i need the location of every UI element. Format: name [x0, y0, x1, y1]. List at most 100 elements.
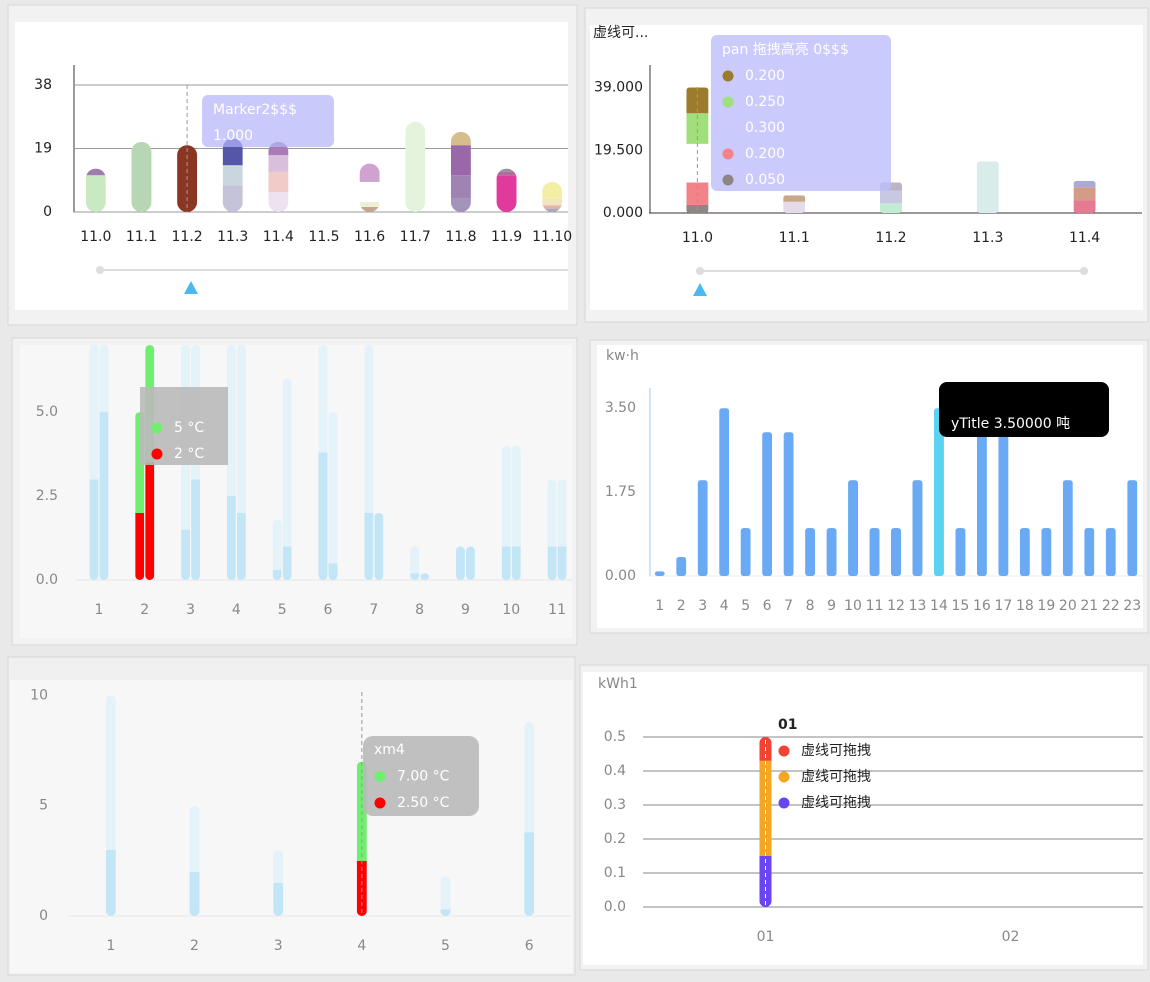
bar-stack	[405, 121, 426, 212]
bar-segment	[273, 849, 284, 883]
bar-segment	[272, 569, 282, 580]
tooltip	[939, 382, 1109, 437]
bar-segment	[547, 546, 557, 580]
x-tick-label: 10	[502, 602, 520, 618]
x-tick-label: 11.1	[126, 229, 157, 245]
bar-segment	[236, 512, 246, 580]
slider-handle[interactable]	[1080, 267, 1088, 275]
bar-segment	[826, 528, 837, 576]
x-tick-label: 10	[844, 598, 862, 614]
bar-stack	[131, 141, 152, 212]
tooltip-label: 0.300	[745, 120, 785, 136]
x-tick-label: 6	[525, 938, 534, 954]
bar-stack	[364, 344, 374, 580]
y-tick-label: 39.000	[594, 80, 643, 96]
bar-segment	[976, 161, 999, 213]
y-tick-label: 0.4	[604, 763, 626, 779]
y-tick-label: 10	[30, 687, 48, 703]
bar-segment	[547, 479, 557, 547]
bar-segment	[440, 876, 451, 910]
slider-handle[interactable]	[696, 267, 704, 275]
bar-segment	[740, 528, 751, 576]
bar-segment	[686, 87, 709, 114]
x-tick-label: 8	[806, 598, 815, 614]
bar-segment	[1127, 480, 1138, 576]
bar-segment	[450, 198, 471, 212]
tooltip-label: 虚线可拖拽	[801, 769, 871, 785]
tooltip	[363, 736, 479, 816]
bar-stack	[1041, 528, 1052, 576]
slider-marker[interactable]	[184, 281, 198, 294]
bar-segment	[998, 432, 1009, 576]
bar-stack	[1019, 528, 1030, 576]
y-tick-label: 0	[43, 204, 52, 220]
bar-stack	[1084, 528, 1095, 576]
bar-stack	[848, 480, 859, 576]
tooltip-label: 虚线可拖拽	[801, 795, 871, 811]
bar-stack	[268, 141, 289, 212]
bar-segment	[955, 528, 966, 576]
bar-stack	[557, 479, 567, 580]
bar-segment	[105, 849, 116, 916]
bar-segment	[524, 721, 535, 833]
bar-segment	[405, 121, 426, 212]
bar-stack	[236, 344, 246, 580]
panel-plot	[583, 672, 1143, 965]
bar-segment	[450, 145, 471, 176]
bar-stack	[374, 512, 384, 580]
tooltip-label: 0.050	[745, 172, 785, 188]
x-tick-label: 01	[757, 929, 775, 945]
x-tick-label: 5	[278, 602, 287, 618]
bar-stack	[99, 344, 109, 580]
x-tick-label: 15	[952, 598, 970, 614]
y-tick-label: 2.5	[36, 488, 58, 504]
bar-stack	[676, 556, 687, 576]
bar-stack	[359, 163, 380, 212]
bar-segment	[912, 480, 923, 576]
y-tick-label: 0.0	[604, 899, 626, 915]
bar-stack	[740, 528, 751, 576]
x-tick-label: 3	[274, 938, 283, 954]
bar-segment	[135, 512, 145, 580]
bar-segment	[880, 182, 902, 191]
bar-stack	[697, 480, 708, 576]
bar-segment	[501, 445, 511, 547]
bar-segment	[273, 882, 284, 916]
y-tick-label: 5	[39, 798, 48, 814]
bar-segment	[976, 432, 987, 576]
bar-segment	[410, 546, 420, 574]
x-tick-label: 02	[1002, 929, 1020, 945]
bar-segment	[364, 512, 374, 580]
bar-segment	[686, 143, 709, 183]
x-tick-label: 11.5	[308, 229, 339, 245]
bar-segment	[557, 479, 567, 547]
bar-segment	[226, 496, 236, 580]
bar-stack	[450, 131, 471, 212]
tooltip-dot	[151, 448, 163, 460]
bar-stack	[85, 168, 106, 212]
bar-segment	[501, 546, 511, 580]
bar-segment	[848, 480, 859, 576]
y-tick-label: 0.2	[604, 831, 626, 847]
tooltip-title: 01	[778, 717, 797, 733]
x-tick-label: 11.1	[779, 230, 810, 246]
bar-segment	[783, 432, 794, 576]
bar-segment	[1084, 528, 1095, 576]
bar-stack	[783, 432, 794, 576]
panel-plot	[15, 22, 568, 310]
tooltip-dot	[722, 148, 734, 160]
x-tick-label: 21	[1080, 598, 1098, 614]
slider-marker[interactable]	[693, 283, 707, 296]
x-tick-label: 11.3	[217, 229, 248, 245]
tooltip	[711, 35, 891, 191]
bar-segment	[85, 175, 106, 212]
slider-handle[interactable]	[96, 266, 104, 274]
bar-segment	[496, 175, 517, 212]
bar-stack	[496, 168, 517, 212]
bar-segment	[719, 408, 730, 576]
bar-segment	[189, 871, 200, 916]
bar-segment	[135, 412, 145, 513]
bar-segment	[759, 760, 772, 856]
bar-segment	[1073, 187, 1096, 201]
bar-segment	[869, 528, 880, 576]
